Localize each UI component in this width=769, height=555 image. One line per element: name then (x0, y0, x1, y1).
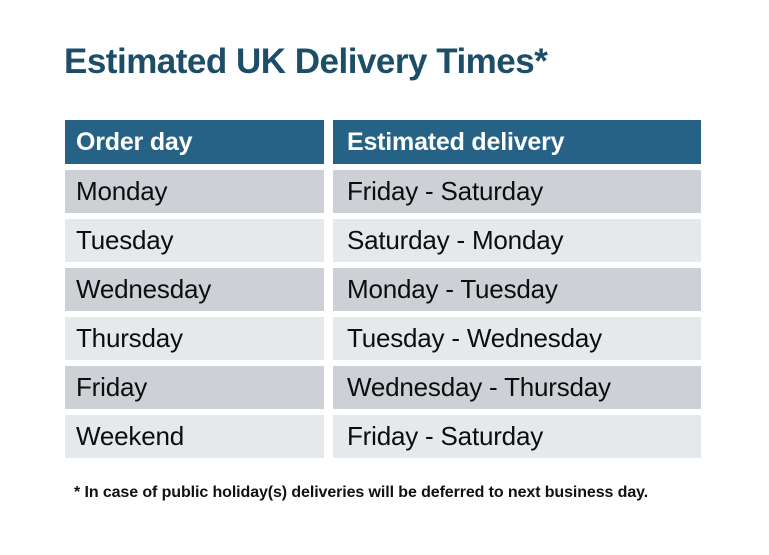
cell-estimated-delivery: Monday - Tuesday (333, 268, 701, 311)
cell-order-day: Monday (65, 170, 324, 213)
cell-order-day: Thursday (65, 317, 324, 360)
cell-estimated-delivery: Friday - Saturday (333, 170, 701, 213)
cell-estimated-delivery: Saturday - Monday (333, 219, 701, 262)
cell-order-day: Weekend (65, 415, 324, 458)
cell-estimated-delivery: Wednesday - Thursday (333, 366, 701, 409)
footnote: * In case of public holiday(s) deliverie… (74, 484, 649, 501)
cell-estimated-delivery: Tuesday - Wednesday (333, 317, 701, 360)
column-header-estimated-delivery: Estimated delivery (333, 120, 701, 164)
column-header-order-day: Order day (65, 120, 324, 164)
page-title: Estimated UK Delivery Times* (64, 42, 548, 81)
delivery-times-table: Order day Estimated delivery Monday Frida… (65, 120, 701, 458)
cell-estimated-delivery: Friday - Saturday (333, 415, 701, 458)
cell-order-day: Wednesday (65, 268, 324, 311)
cell-order-day: Tuesday (65, 219, 324, 262)
cell-order-day: Friday (65, 366, 324, 409)
